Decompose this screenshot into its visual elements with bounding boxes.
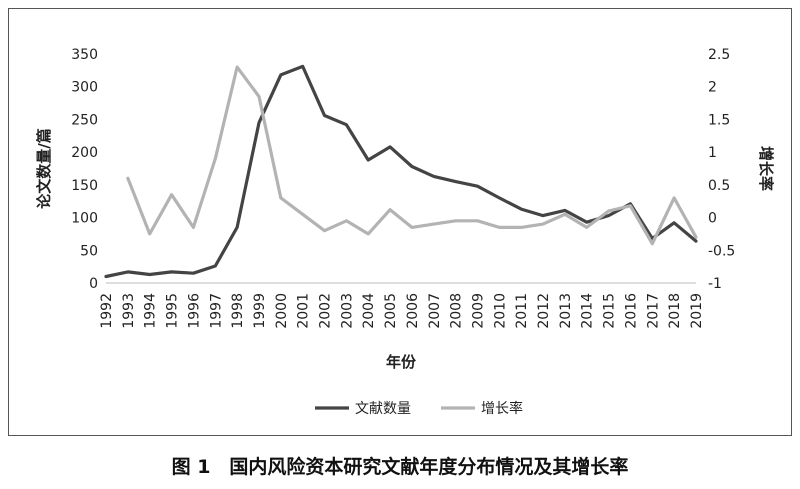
x-tick-label: 1995 [165,293,181,329]
x-tick-label: 2013 [558,293,574,329]
x-tick-label: 2017 [645,293,661,329]
y-right-tick-label: -0.5 [708,243,735,259]
y-right-axis-title: 增长率 [757,146,775,191]
y-left-tick-label: 200 [71,145,98,161]
chart-svg: 0 50 100 150 200 250 300 350 -1 -0.5 0 0.5 1 1.5 2 2.5 1… [35,47,775,417]
x-tick-label: 2004 [361,293,377,329]
x-tick-label: 2018 [667,293,683,329]
x-tick-label: 2005 [383,293,399,329]
x-tick-label: 2011 [514,293,530,329]
y-left-tick-label: 300 [71,80,98,96]
x-tick-label: 1994 [143,293,159,329]
x-tick-label: 2019 [689,293,705,329]
y-right-tick-label: 2 [708,80,717,96]
figure-caption: 图 1 国内风险资本研究文献年度分布情况及其增长率 [171,456,629,478]
x-tick-label: 2001 [296,293,312,329]
x-tick-label: 1999 [252,293,268,329]
y-left-tick-label: 150 [71,178,98,194]
y-right-tick-label: 2.5 [708,47,730,63]
y-right-tick-label: 0.5 [708,178,730,194]
x-tick-label: 2003 [339,293,355,329]
x-tick-label: 2007 [427,293,443,329]
x-tick-label: 2000 [274,293,290,329]
x-tick-label: 1998 [230,293,246,329]
y-right-tick-label: 0 [708,211,717,227]
y-left-tick-label: 350 [71,47,98,63]
x-tick-label: 2014 [580,293,596,329]
y-right-tick-label: -1 [708,276,722,292]
x-tick-label: 2002 [318,293,334,329]
legend-label: 文献数量 [355,401,411,417]
y-left-tick-label: 50 [80,243,98,259]
y-left-axis-title: 论文数量/篇 [35,128,53,208]
x-tick-label: 1992 [99,293,115,329]
x-tick-label: 1996 [186,293,202,329]
series-line-literature-count [104,64,698,279]
x-tick-label: 2009 [470,293,486,329]
x-tick-label: 2012 [536,293,552,329]
x-tick-label: 2006 [405,293,421,329]
y-right-tick-label: 1 [708,145,717,161]
y-left-tick-label: 250 [71,112,98,128]
chart-frame: 0 50 100 150 200 250 300 350 -1 -0.5 0 0.5 1 1.5 2 2.5 1… [8,8,792,436]
x-tick-label: 2008 [449,293,465,329]
legend-label: 增长率 [481,400,523,417]
x-tick-label: 2010 [492,293,508,329]
x-tick-label: 1997 [208,293,224,329]
y-right-tick-label: 1.5 [708,112,730,128]
y-left-tick-label: 100 [71,211,98,227]
x-tick-label: 1993 [121,293,137,329]
x-tick-label: 2015 [602,293,618,329]
x-axis-title: 年份 [386,353,417,371]
y-left-tick-label: 0 [89,276,98,292]
x-tick-label: 2016 [623,293,639,329]
series-line-growth-rate [126,65,698,246]
